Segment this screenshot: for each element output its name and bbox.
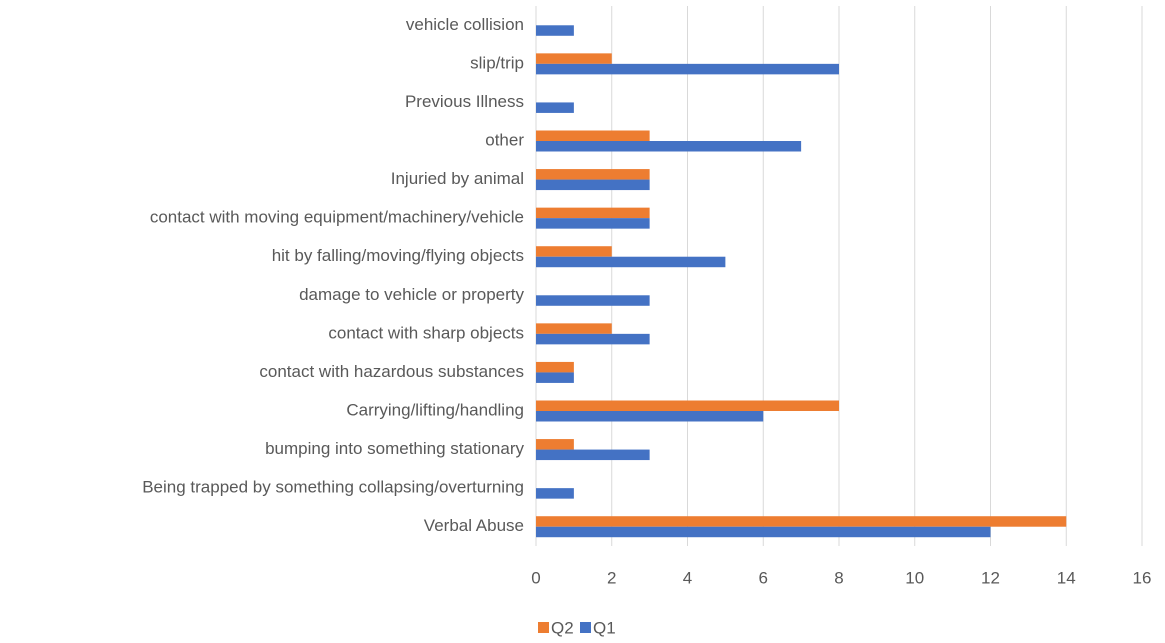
x-tick-label: 16 bbox=[1133, 568, 1152, 587]
y-tick-label: hit by falling/moving/flying objects bbox=[272, 246, 524, 265]
y-tick-label: contact with sharp objects bbox=[328, 323, 524, 342]
bar bbox=[536, 516, 1067, 527]
y-tick-label: contact with hazardous substances bbox=[259, 362, 524, 381]
y-tick-label: vehicle collision bbox=[406, 15, 524, 34]
legend-swatch bbox=[580, 622, 591, 633]
bar bbox=[536, 361, 574, 373]
y-tick-label: Verbal Abuse bbox=[424, 516, 524, 535]
x-tick-label: 12 bbox=[981, 568, 1000, 587]
bar bbox=[536, 246, 612, 257]
bar bbox=[536, 179, 650, 191]
legend-label: Q1 bbox=[593, 618, 616, 637]
x-tick-label: 4 bbox=[683, 568, 692, 587]
bar bbox=[536, 449, 650, 461]
y-tick-label: bumping into something stationary bbox=[265, 439, 524, 458]
y-tick-label: slip/trip bbox=[470, 53, 524, 72]
bar bbox=[536, 439, 574, 450]
legend-label: Q2 bbox=[551, 618, 574, 637]
x-tick-label: 14 bbox=[1057, 568, 1076, 587]
bar bbox=[536, 256, 726, 268]
y-tick-label: contact with moving equipment/machinery/… bbox=[150, 208, 524, 227]
bar bbox=[536, 526, 991, 538]
bar bbox=[536, 488, 574, 499]
y-tick-label: Injuried by animal bbox=[391, 169, 524, 188]
bar bbox=[536, 295, 650, 306]
bar bbox=[536, 102, 574, 113]
x-tick-label: 10 bbox=[905, 568, 924, 587]
y-tick-label: damage to vehicle or property bbox=[299, 285, 524, 304]
y-tick-label: Being trapped by something collapsing/ov… bbox=[142, 478, 524, 497]
x-tick-label: 6 bbox=[759, 568, 768, 587]
bar bbox=[536, 218, 650, 229]
bar bbox=[536, 141, 802, 152]
bar bbox=[536, 25, 574, 36]
bar bbox=[536, 130, 650, 141]
bar bbox=[536, 323, 612, 334]
bar bbox=[536, 207, 650, 219]
bar bbox=[536, 411, 764, 422]
y-tick-label: Carrying/lifting/handling bbox=[346, 400, 524, 419]
x-tick-label: 0 bbox=[531, 568, 540, 587]
bar bbox=[536, 400, 839, 411]
bar bbox=[536, 169, 650, 180]
legend-swatch bbox=[538, 622, 549, 633]
bar bbox=[536, 372, 574, 383]
bar bbox=[536, 333, 650, 345]
bar bbox=[536, 53, 612, 64]
y-tick-label: Previous Illness bbox=[405, 92, 524, 111]
x-tick-label: 2 bbox=[607, 568, 616, 587]
bar bbox=[536, 63, 839, 75]
y-tick-label: other bbox=[485, 130, 524, 149]
x-tick-label: 8 bbox=[834, 568, 843, 587]
